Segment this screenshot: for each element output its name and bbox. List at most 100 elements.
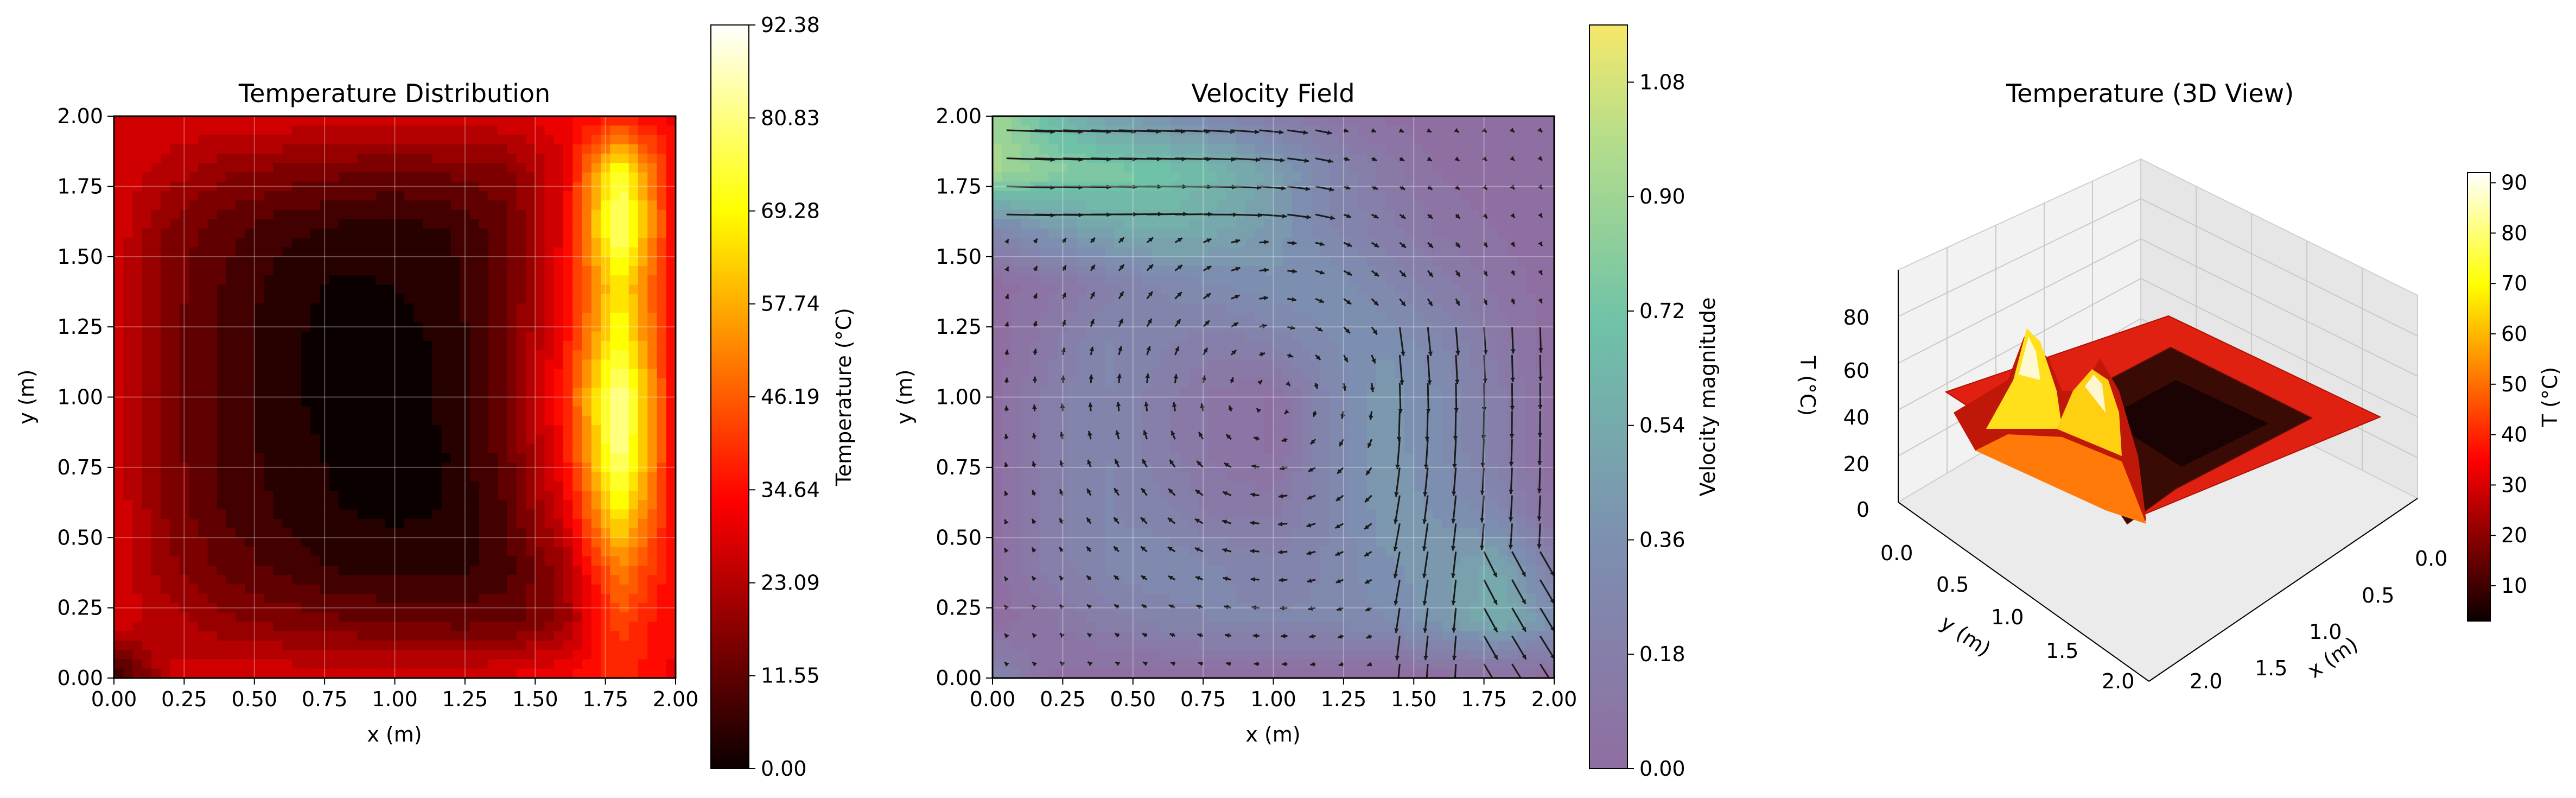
temp-contour-cell: [310, 219, 321, 229]
temp-contour-cell: [366, 303, 377, 314]
temp-contour-cell: [526, 500, 536, 510]
temp-contour-cell: [254, 659, 264, 669]
temp-contour-cell: [610, 518, 620, 529]
temp-contour-cell: [198, 247, 208, 257]
temp-contour-cell: [189, 547, 199, 557]
temp-contour-cell: [348, 378, 358, 389]
temp-contour-cell: [142, 125, 152, 136]
temp-contour-cell: [151, 219, 162, 229]
temp-contour-cell: [507, 518, 517, 529]
temp-contour-cell: [638, 575, 648, 585]
temp-contour-cell: [582, 219, 592, 229]
temp-contour-cell: [170, 181, 180, 192]
temp-contour-cell: [591, 593, 601, 604]
temp-contour-cell: [582, 537, 592, 548]
temp-contour-cell: [414, 481, 424, 491]
temp-contour-cell: [610, 284, 620, 295]
temp-contour-cell: [488, 650, 499, 660]
temp-contour-cell: [348, 341, 358, 351]
temp-contour-cell: [479, 593, 489, 604]
temp-contour-cell: [591, 219, 601, 229]
velocity-contour-cell: [1011, 256, 1021, 267]
velocity-contour-cell: [1432, 144, 1442, 154]
temp-contour-cell: [423, 593, 433, 604]
temp-contour-cell: [610, 210, 620, 220]
temp-contour-cell: [282, 603, 292, 613]
velocity-contour-cell: [1311, 256, 1321, 267]
velocity-contour-cell: [1236, 172, 1246, 182]
temp-contour-cell: [170, 247, 180, 257]
velocity-contour-cell: [1245, 256, 1255, 267]
temp-contour-cell: [245, 247, 255, 257]
temp-contour-cell: [488, 256, 499, 267]
temp-contour-cell: [339, 434, 349, 445]
temp-contour-cell: [151, 472, 162, 482]
velocity-contour-cell: [1498, 247, 1508, 257]
temp-contour-cell: [498, 472, 508, 482]
temp-contour-cell: [535, 163, 545, 173]
velocity-contour-cell: [1442, 154, 1452, 164]
temp-contour-cell: [301, 556, 311, 566]
velocity-contour-cell: [1086, 163, 1096, 173]
velocity-contour-cell: [1095, 135, 1105, 145]
temp-contour-cell: [282, 229, 292, 239]
temp-contour-cell: [132, 163, 143, 173]
temp-contour-cell: [264, 444, 274, 454]
temp-contour-cell: [666, 200, 676, 211]
temp-contour-cell: [628, 500, 639, 510]
temp-contour-cell: [404, 191, 414, 201]
velocity-contour-cell: [1535, 135, 1545, 145]
temp-contour-cell: [291, 481, 302, 491]
temp-contour-cell: [469, 603, 480, 613]
temp-contour-cell: [423, 191, 433, 201]
velocity-contour-cell: [1432, 238, 1442, 248]
temp-contour-cell: [554, 603, 564, 613]
temp-contour-cell: [376, 359, 386, 370]
temp-contour-cell: [488, 463, 499, 473]
temp-contour-cell: [469, 322, 480, 332]
velocity-contour-cell: [1376, 294, 1386, 304]
temp-contour-cell: [657, 528, 667, 539]
temp-contour-cell: [207, 238, 218, 248]
temp-contour-cell: [282, 641, 292, 651]
velocity-contour-cell: [1414, 116, 1424, 126]
temp-contour-cell: [273, 247, 283, 257]
temp-contour-cell: [498, 154, 508, 164]
temp-contour-cell: [236, 359, 246, 370]
temp-contour-cell: [666, 181, 676, 192]
temp-contour-cell: [132, 247, 143, 257]
temp-contour-cell: [647, 584, 658, 594]
velocity-contour-cell: [1404, 116, 1415, 126]
velocity-contour-cell: [1432, 275, 1442, 286]
temp-contour-cell: [498, 284, 508, 295]
temp-contour-cell: [348, 528, 358, 539]
temp-contour-cell: [348, 650, 358, 660]
x-tick-label: 0.50: [231, 687, 277, 711]
velocity-contour-cell: [1067, 303, 1078, 314]
temp-contour-cell: [264, 416, 274, 426]
velocity-contour-cell: [1470, 238, 1480, 248]
temp-contour-cell: [507, 668, 517, 678]
temp-contour-cell: [123, 219, 133, 229]
temp-contour-cell: [488, 181, 499, 192]
temp-contour-cell: [170, 528, 180, 539]
temp-contour-cell: [451, 425, 461, 435]
temp-contour-cell: [245, 275, 255, 286]
temp-contour-cell: [264, 537, 274, 548]
temp-contour-cell: [573, 266, 583, 276]
temp-contour-cell: [479, 509, 489, 520]
temp-contour-cell: [479, 425, 489, 435]
temp-contour-cell: [282, 284, 292, 295]
temp-contour-cell: [610, 191, 620, 201]
velocity-contour-cell: [1114, 200, 1124, 211]
temp-contour-cell: [301, 331, 311, 341]
temp-contour-cell: [142, 444, 152, 454]
temp-contour-cell: [132, 303, 143, 314]
temp-contour-cell: [638, 566, 648, 576]
velocity-contour-cell: [1039, 313, 1050, 323]
temp-contour-cell: [282, 266, 292, 276]
velocity-contour-cell: [1189, 172, 1199, 182]
velocity-contour-cell: [1180, 313, 1190, 323]
temp-contour-cell: [366, 200, 377, 211]
temp-contour-cell: [310, 434, 321, 445]
